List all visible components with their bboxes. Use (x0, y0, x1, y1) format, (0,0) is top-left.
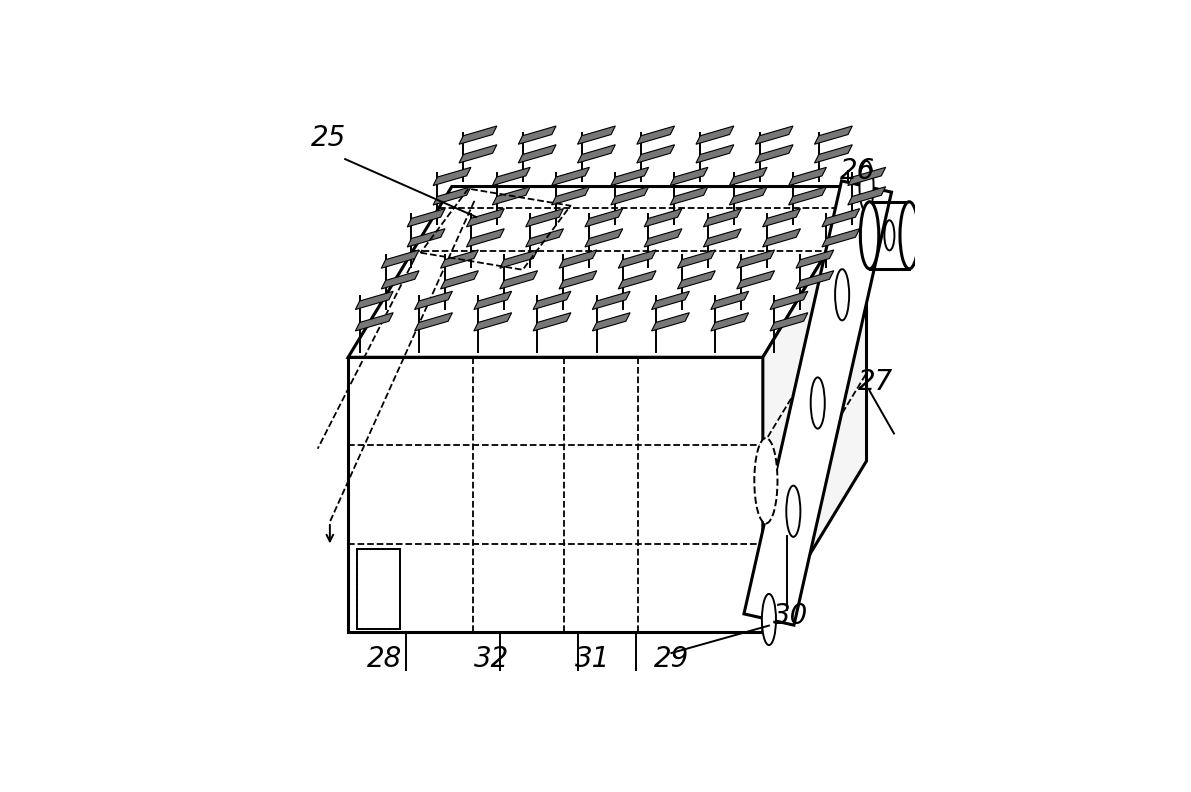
Polygon shape (407, 229, 445, 247)
Polygon shape (737, 250, 774, 268)
Polygon shape (434, 187, 470, 205)
Polygon shape (788, 187, 827, 205)
Polygon shape (611, 167, 649, 185)
Polygon shape (441, 250, 479, 268)
Polygon shape (678, 250, 716, 268)
Polygon shape (585, 208, 623, 227)
Polygon shape (534, 291, 570, 310)
Polygon shape (848, 187, 886, 205)
Polygon shape (762, 229, 800, 247)
Polygon shape (518, 126, 556, 144)
Ellipse shape (811, 378, 825, 428)
Polygon shape (711, 313, 749, 331)
Polygon shape (414, 313, 453, 331)
Polygon shape (796, 250, 834, 268)
Polygon shape (585, 229, 623, 247)
Polygon shape (815, 145, 853, 163)
Polygon shape (744, 181, 892, 625)
Text: 27: 27 (858, 367, 893, 396)
Ellipse shape (900, 202, 918, 268)
Polygon shape (500, 250, 537, 268)
Polygon shape (525, 208, 563, 227)
Polygon shape (534, 313, 570, 331)
Polygon shape (474, 313, 512, 331)
Polygon shape (618, 271, 656, 289)
Polygon shape (771, 291, 807, 310)
Polygon shape (441, 271, 479, 289)
Polygon shape (525, 229, 563, 247)
Polygon shape (618, 250, 656, 268)
Polygon shape (611, 187, 649, 205)
Text: 26: 26 (840, 158, 875, 185)
Polygon shape (474, 291, 512, 310)
Polygon shape (459, 126, 497, 144)
Polygon shape (848, 167, 886, 185)
Polygon shape (822, 208, 860, 227)
Polygon shape (762, 208, 800, 227)
Text: 31: 31 (574, 645, 610, 673)
Polygon shape (696, 126, 734, 144)
Ellipse shape (860, 161, 873, 212)
Polygon shape (578, 145, 616, 163)
Polygon shape (822, 229, 860, 247)
Polygon shape (729, 187, 767, 205)
Polygon shape (644, 229, 682, 247)
Polygon shape (737, 271, 774, 289)
Polygon shape (381, 250, 419, 268)
Polygon shape (592, 291, 630, 310)
Text: 29: 29 (654, 645, 690, 673)
Ellipse shape (786, 485, 800, 537)
Polygon shape (467, 229, 504, 247)
Polygon shape (771, 313, 807, 331)
Polygon shape (459, 145, 497, 163)
Polygon shape (559, 250, 597, 268)
Polygon shape (348, 186, 867, 357)
Polygon shape (651, 313, 690, 331)
Polygon shape (704, 208, 741, 227)
Polygon shape (788, 167, 827, 185)
Polygon shape (696, 145, 734, 163)
Polygon shape (637, 126, 674, 144)
Polygon shape (644, 208, 682, 227)
Polygon shape (592, 313, 630, 331)
Text: 28: 28 (367, 645, 403, 673)
Polygon shape (467, 208, 504, 227)
Ellipse shape (860, 202, 879, 268)
Polygon shape (729, 167, 767, 185)
Ellipse shape (835, 269, 849, 321)
Polygon shape (434, 167, 470, 185)
Text: 25: 25 (311, 124, 347, 152)
Polygon shape (355, 313, 393, 331)
Polygon shape (755, 145, 793, 163)
Polygon shape (651, 291, 690, 310)
Text: 30: 30 (773, 603, 807, 630)
Text: 32: 32 (474, 645, 509, 673)
Polygon shape (492, 187, 530, 205)
Polygon shape (414, 291, 453, 310)
Ellipse shape (885, 220, 894, 250)
Polygon shape (500, 271, 537, 289)
Ellipse shape (754, 438, 778, 524)
Polygon shape (711, 291, 749, 310)
Polygon shape (348, 357, 763, 632)
Polygon shape (551, 167, 590, 185)
Polygon shape (671, 167, 707, 185)
Polygon shape (407, 208, 445, 227)
Ellipse shape (762, 594, 777, 645)
Polygon shape (492, 167, 530, 185)
Polygon shape (755, 126, 793, 144)
Polygon shape (578, 126, 616, 144)
Polygon shape (559, 271, 597, 289)
Polygon shape (551, 187, 590, 205)
Polygon shape (763, 186, 867, 632)
Polygon shape (796, 271, 834, 289)
Polygon shape (671, 187, 707, 205)
Polygon shape (637, 145, 674, 163)
Polygon shape (355, 291, 393, 310)
Polygon shape (381, 271, 419, 289)
Polygon shape (704, 229, 741, 247)
Polygon shape (815, 126, 853, 144)
Polygon shape (518, 145, 556, 163)
Polygon shape (678, 271, 716, 289)
